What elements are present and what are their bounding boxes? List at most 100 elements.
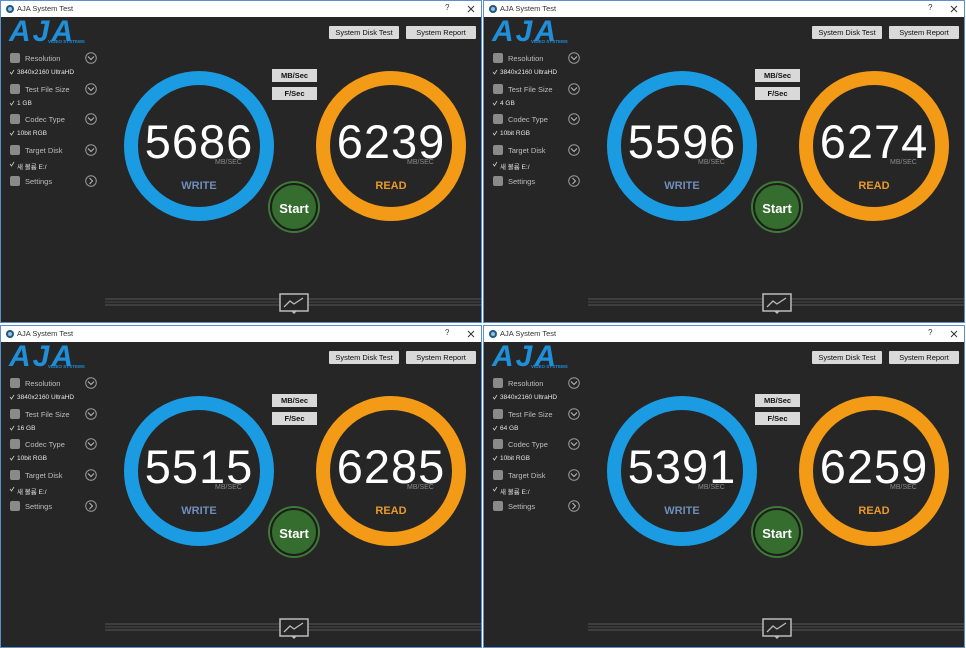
- mb-sec-button[interactable]: MB/Sec: [755, 69, 800, 82]
- setting-label[interactable]: Resolution: [25, 54, 61, 63]
- setting-value: 새 볼륨 E:/: [17, 489, 47, 497]
- start-button[interactable]: Start: [270, 508, 318, 556]
- setting-label[interactable]: Target Disk: [25, 471, 63, 481]
- start-button[interactable]: Start: [270, 183, 318, 231]
- setting-toggle[interactable]: [568, 438, 580, 451]
- setting-value: 64 GB: [500, 424, 519, 432]
- setting-label[interactable]: Target Disk: [508, 146, 546, 156]
- system-disk-test-button[interactable]: System Disk Test: [812, 351, 882, 364]
- help-button[interactable]: ?: [928, 328, 933, 337]
- setting-toggle[interactable]: [85, 469, 97, 481]
- title-bar: [1, 326, 481, 342]
- setting-toggle[interactable]: [568, 82, 580, 95]
- setting-toggle[interactable]: [568, 174, 580, 187]
- f-sec-button[interactable]: F/Sec: [755, 87, 800, 100]
- mb-sec-button[interactable]: MB/Sec: [755, 394, 800, 407]
- system-report-button[interactable]: System Report: [406, 26, 476, 39]
- write-ring: [607, 71, 757, 221]
- setting-toggle[interactable]: [85, 52, 97, 64]
- system-disk-test-button[interactable]: System Disk Test: [329, 26, 399, 39]
- setting-toggle[interactable]: [568, 377, 580, 389]
- setting-label[interactable]: Settings: [25, 176, 53, 186]
- setting-value: 10bit RGB: [500, 130, 530, 138]
- setting-label[interactable]: Target Disk: [508, 471, 546, 481]
- setting-label[interactable]: Target Disk: [25, 146, 63, 156]
- graph-button[interactable]: [279, 293, 309, 315]
- close-button[interactable]: [950, 5, 958, 13]
- help-button[interactable]: ?: [445, 328, 450, 337]
- setting-value: 3840x2160 UltraHD: [17, 394, 75, 401]
- system-report-button[interactable]: System Report: [889, 26, 959, 39]
- read-ring: [316, 396, 466, 546]
- window-title: AJA System Test: [500, 4, 557, 13]
- check-icon: [9, 486, 15, 492]
- read-unit: MB/SEC: [890, 159, 917, 166]
- setting-toggle[interactable]: [85, 144, 97, 156]
- logo-subtitle: VIDEO SYSTEMS: [48, 39, 85, 44]
- setting-label[interactable]: Test File Size: [508, 84, 553, 94]
- f-sec-button[interactable]: F/Sec: [272, 87, 317, 100]
- setting-toggle[interactable]: [85, 174, 97, 187]
- graph-button[interactable]: [762, 618, 792, 640]
- write-speed: 5686: [144, 115, 254, 168]
- setting-toggle[interactable]: [568, 144, 580, 156]
- setting-icon: [493, 408, 503, 419]
- system-report-button[interactable]: System Report: [406, 351, 476, 364]
- setting-toggle[interactable]: [85, 499, 97, 512]
- app-window: AJA System Test? AJA VIDEO SYSTEMS System D…: [483, 0, 965, 323]
- setting-label[interactable]: Settings: [508, 501, 536, 511]
- setting-label[interactable]: Resolution: [508, 379, 544, 388]
- graph-button[interactable]: [762, 293, 792, 315]
- write-unit: MB/SEC: [698, 484, 725, 491]
- setting-label[interactable]: Test File Size: [25, 409, 70, 419]
- check-icon: [9, 100, 15, 106]
- write-unit: MB/SEC: [215, 159, 242, 166]
- system-disk-test-button[interactable]: System Disk Test: [329, 351, 399, 364]
- start-button[interactable]: Start: [753, 508, 801, 556]
- write-unit: MB/SEC: [215, 484, 242, 491]
- start-button[interactable]: Start: [753, 183, 801, 231]
- setting-value: 새 볼륨 E:/: [17, 164, 47, 172]
- setting-toggle[interactable]: [85, 407, 97, 420]
- setting-label[interactable]: Codec Type: [25, 440, 65, 450]
- f-sec-button[interactable]: F/Sec: [272, 412, 317, 425]
- setting-label[interactable]: Settings: [25, 501, 53, 511]
- read-unit: MB/SEC: [407, 159, 434, 166]
- setting-label[interactable]: Resolution: [25, 379, 61, 388]
- setting-icon: [493, 83, 503, 94]
- write-label: WRITE: [181, 505, 217, 517]
- title-bar: [1, 1, 481, 17]
- close-button[interactable]: [467, 5, 475, 13]
- help-button[interactable]: ?: [928, 3, 933, 12]
- setting-label[interactable]: Resolution: [508, 54, 544, 63]
- setting-icon: [493, 145, 503, 156]
- setting-label[interactable]: Codec Type: [25, 115, 65, 125]
- setting-toggle[interactable]: [85, 113, 97, 126]
- setting-toggle[interactable]: [568, 469, 580, 481]
- system-report-button[interactable]: System Report: [889, 351, 959, 364]
- setting-label[interactable]: Settings: [508, 176, 536, 186]
- setting-icon: [493, 470, 503, 481]
- check-icon: [492, 394, 498, 400]
- setting-toggle[interactable]: [85, 377, 97, 389]
- help-button[interactable]: ?: [445, 3, 450, 12]
- setting-label[interactable]: Codec Type: [508, 440, 548, 450]
- setting-icon: [10, 175, 20, 186]
- system-disk-test-button[interactable]: System Disk Test: [812, 26, 882, 39]
- setting-toggle[interactable]: [85, 82, 97, 95]
- setting-label[interactable]: Test File Size: [508, 409, 553, 419]
- logo: AJA: [492, 15, 559, 48]
- mb-sec-button[interactable]: MB/Sec: [272, 69, 317, 82]
- setting-toggle[interactable]: [568, 113, 580, 126]
- setting-toggle[interactable]: [568, 52, 580, 64]
- setting-toggle[interactable]: [568, 499, 580, 512]
- setting-label[interactable]: Codec Type: [508, 115, 548, 125]
- close-button[interactable]: [950, 330, 958, 338]
- close-button[interactable]: [467, 330, 475, 338]
- graph-button[interactable]: [279, 618, 309, 640]
- f-sec-button[interactable]: F/Sec: [755, 412, 800, 425]
- setting-toggle[interactable]: [85, 438, 97, 451]
- setting-toggle[interactable]: [568, 407, 580, 420]
- setting-label[interactable]: Test File Size: [25, 84, 70, 94]
- mb-sec-button[interactable]: MB/Sec: [272, 394, 317, 407]
